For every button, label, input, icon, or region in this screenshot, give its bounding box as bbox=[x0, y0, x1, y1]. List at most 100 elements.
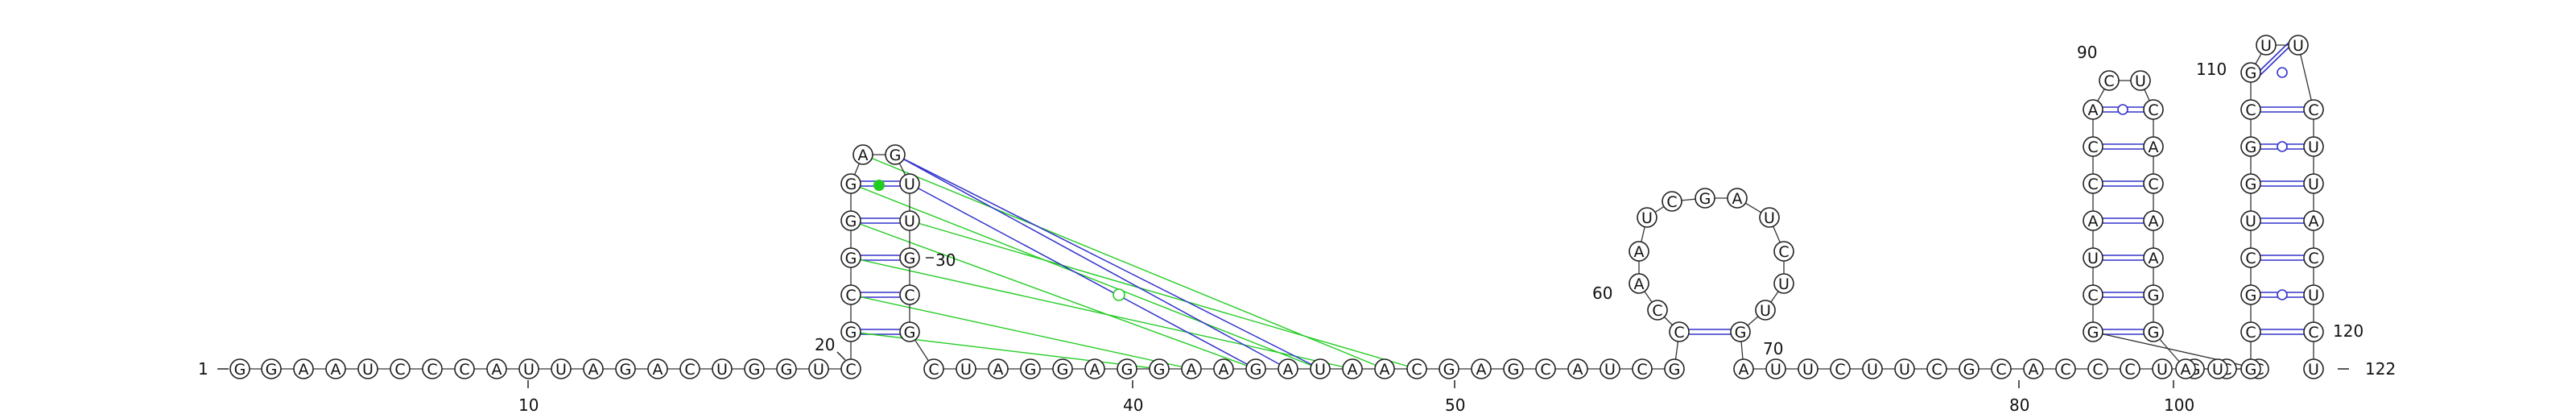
nucleotide: C bbox=[1535, 358, 1556, 379]
nucleotide-letter: C bbox=[2103, 72, 2114, 90]
nucleotide-letter: U bbox=[813, 361, 824, 379]
nucleotide-letter: C bbox=[2060, 361, 2070, 379]
nucleotide-letter: G bbox=[890, 147, 902, 164]
nucleotide-letter: C bbox=[845, 287, 856, 304]
noncanonical-pair-marker bbox=[2277, 141, 2288, 152]
nucleotide-letter: C bbox=[928, 361, 939, 379]
pseudoknot-line bbox=[850, 220, 1257, 370]
long-range-pair-line bbox=[894, 154, 1321, 370]
nucleotide: A bbox=[583, 358, 604, 379]
nucleotide: C bbox=[2303, 99, 2324, 120]
pseudoknot-line bbox=[862, 154, 1385, 370]
nucleotide: U bbox=[2083, 247, 2103, 268]
nucleotide-letter: G bbox=[1154, 361, 1166, 379]
nucleotide-letter: U bbox=[960, 361, 972, 379]
nucleotide: A bbox=[1471, 358, 1492, 379]
base-pair-line bbox=[2260, 42, 2289, 71]
nucleotide-letter: C bbox=[1540, 361, 1550, 379]
nucleotide: C bbox=[1991, 358, 2012, 379]
nucleotide: G bbox=[615, 358, 636, 379]
nucleotide-letter: A bbox=[1380, 361, 1390, 379]
label-end: 122 bbox=[2365, 359, 2396, 379]
nucleotide-letter: A bbox=[993, 361, 1004, 379]
nucleotide: G bbox=[1730, 321, 1751, 342]
nucleotide: A bbox=[1084, 358, 1105, 379]
helix-number-label: 70 bbox=[1763, 339, 1783, 358]
nucleotide: A bbox=[2143, 136, 2164, 157]
nucleotide-letter: U bbox=[2293, 37, 2304, 55]
pseudoknot-marker bbox=[1113, 288, 1125, 301]
noncanonical-pair-marker bbox=[2277, 67, 2288, 78]
nucleotide: A bbox=[1727, 188, 1748, 209]
nucleotide: G bbox=[776, 358, 797, 379]
nucleotide-letter: A bbox=[1476, 361, 1487, 379]
helix-number-label: 20 bbox=[815, 335, 835, 354]
nucleotide-letter: U bbox=[2212, 361, 2223, 379]
nucleotide-letter: A bbox=[1348, 361, 1358, 379]
nucleotide: G bbox=[1664, 358, 1685, 379]
nucleotide-letter: U bbox=[1778, 275, 1790, 293]
nucleotide: G bbox=[2240, 358, 2261, 379]
nucleotide-letter: U bbox=[2308, 139, 2319, 156]
backbone bbox=[240, 44, 2314, 370]
nucleotide-letter: G bbox=[1669, 361, 1681, 379]
nucleotide-letter: A bbox=[331, 361, 341, 379]
nucleotide-letter: C bbox=[904, 287, 914, 304]
nucleotide: C bbox=[2143, 99, 2164, 120]
pseudoknot-marker bbox=[873, 180, 885, 191]
helix-number-label: 30 bbox=[935, 250, 956, 270]
nucleotide: C bbox=[2083, 284, 2103, 305]
nucleotide: C bbox=[2240, 247, 2261, 268]
nucleotide-letter: G bbox=[781, 361, 793, 379]
nucleotide: C bbox=[2303, 321, 2324, 342]
nucleotide-letter: U bbox=[1802, 361, 1814, 379]
nucleotide-letter: U bbox=[1604, 361, 1616, 379]
nucleotide-letter: C bbox=[2148, 101, 2158, 119]
nucleotide-letter: G bbox=[1250, 361, 1262, 379]
helix-number-label: 110 bbox=[2196, 60, 2227, 79]
nucleotide: A bbox=[988, 358, 1009, 379]
nucleotide: C bbox=[679, 358, 700, 379]
nucleotide: G bbox=[2083, 321, 2103, 342]
pseudoknot-line bbox=[909, 220, 1418, 370]
nucleotide: C bbox=[899, 284, 920, 305]
nucleotide: C bbox=[1926, 358, 1947, 379]
nucleotide-letter: U bbox=[2308, 287, 2319, 304]
nucleotide: U bbox=[2256, 35, 2277, 56]
nucleotide-letter: U bbox=[523, 361, 535, 379]
nucleotide-letter: C bbox=[2245, 250, 2256, 267]
nucleotide-letter: U bbox=[2245, 213, 2256, 230]
nucleotide-letter: U bbox=[1867, 361, 1878, 379]
noncanonical-pair-marker bbox=[2277, 289, 2288, 300]
nucleotide-letter: C bbox=[1411, 361, 1422, 379]
nucleotide: G bbox=[2240, 136, 2261, 157]
nucleotide: A bbox=[2143, 210, 2164, 231]
nucleotide: U bbox=[956, 358, 976, 379]
base-pair-line bbox=[2260, 47, 2289, 76]
long-range-pair-line bbox=[894, 154, 1289, 370]
nucleotide-letter: A bbox=[1090, 361, 1100, 379]
nucleotide: C bbox=[1632, 358, 1653, 379]
nucleotide-letter: U bbox=[1899, 361, 1910, 379]
nucleotide-letter: U bbox=[2087, 250, 2099, 267]
nucleotide: C bbox=[1773, 241, 1794, 262]
nucleotide-letter: C bbox=[2087, 287, 2098, 304]
axis-tick-label: 80 bbox=[2009, 395, 2029, 414]
tick-mark bbox=[836, 351, 846, 361]
nucleotide: U bbox=[1600, 358, 1620, 379]
nucleotide: A bbox=[2083, 99, 2103, 120]
nucleotide: C bbox=[2143, 173, 2164, 194]
nucleotide-letter: C bbox=[1666, 193, 1677, 211]
nucleotide: G bbox=[744, 358, 765, 379]
nucleotide: U bbox=[1637, 207, 1657, 228]
nucleotide-letter: C bbox=[2308, 101, 2318, 119]
nucleotide: A bbox=[1629, 241, 1649, 262]
nucleotide-letter: G bbox=[1025, 361, 1037, 379]
nucleotide: A bbox=[1181, 358, 1202, 379]
nucleotide: G bbox=[2240, 173, 2261, 194]
nucleotide: G bbox=[840, 321, 861, 342]
nucleotide-letter: A bbox=[2149, 139, 2159, 156]
pseudoknot-line bbox=[850, 294, 1192, 370]
nucleotide: A bbox=[2083, 210, 2103, 231]
